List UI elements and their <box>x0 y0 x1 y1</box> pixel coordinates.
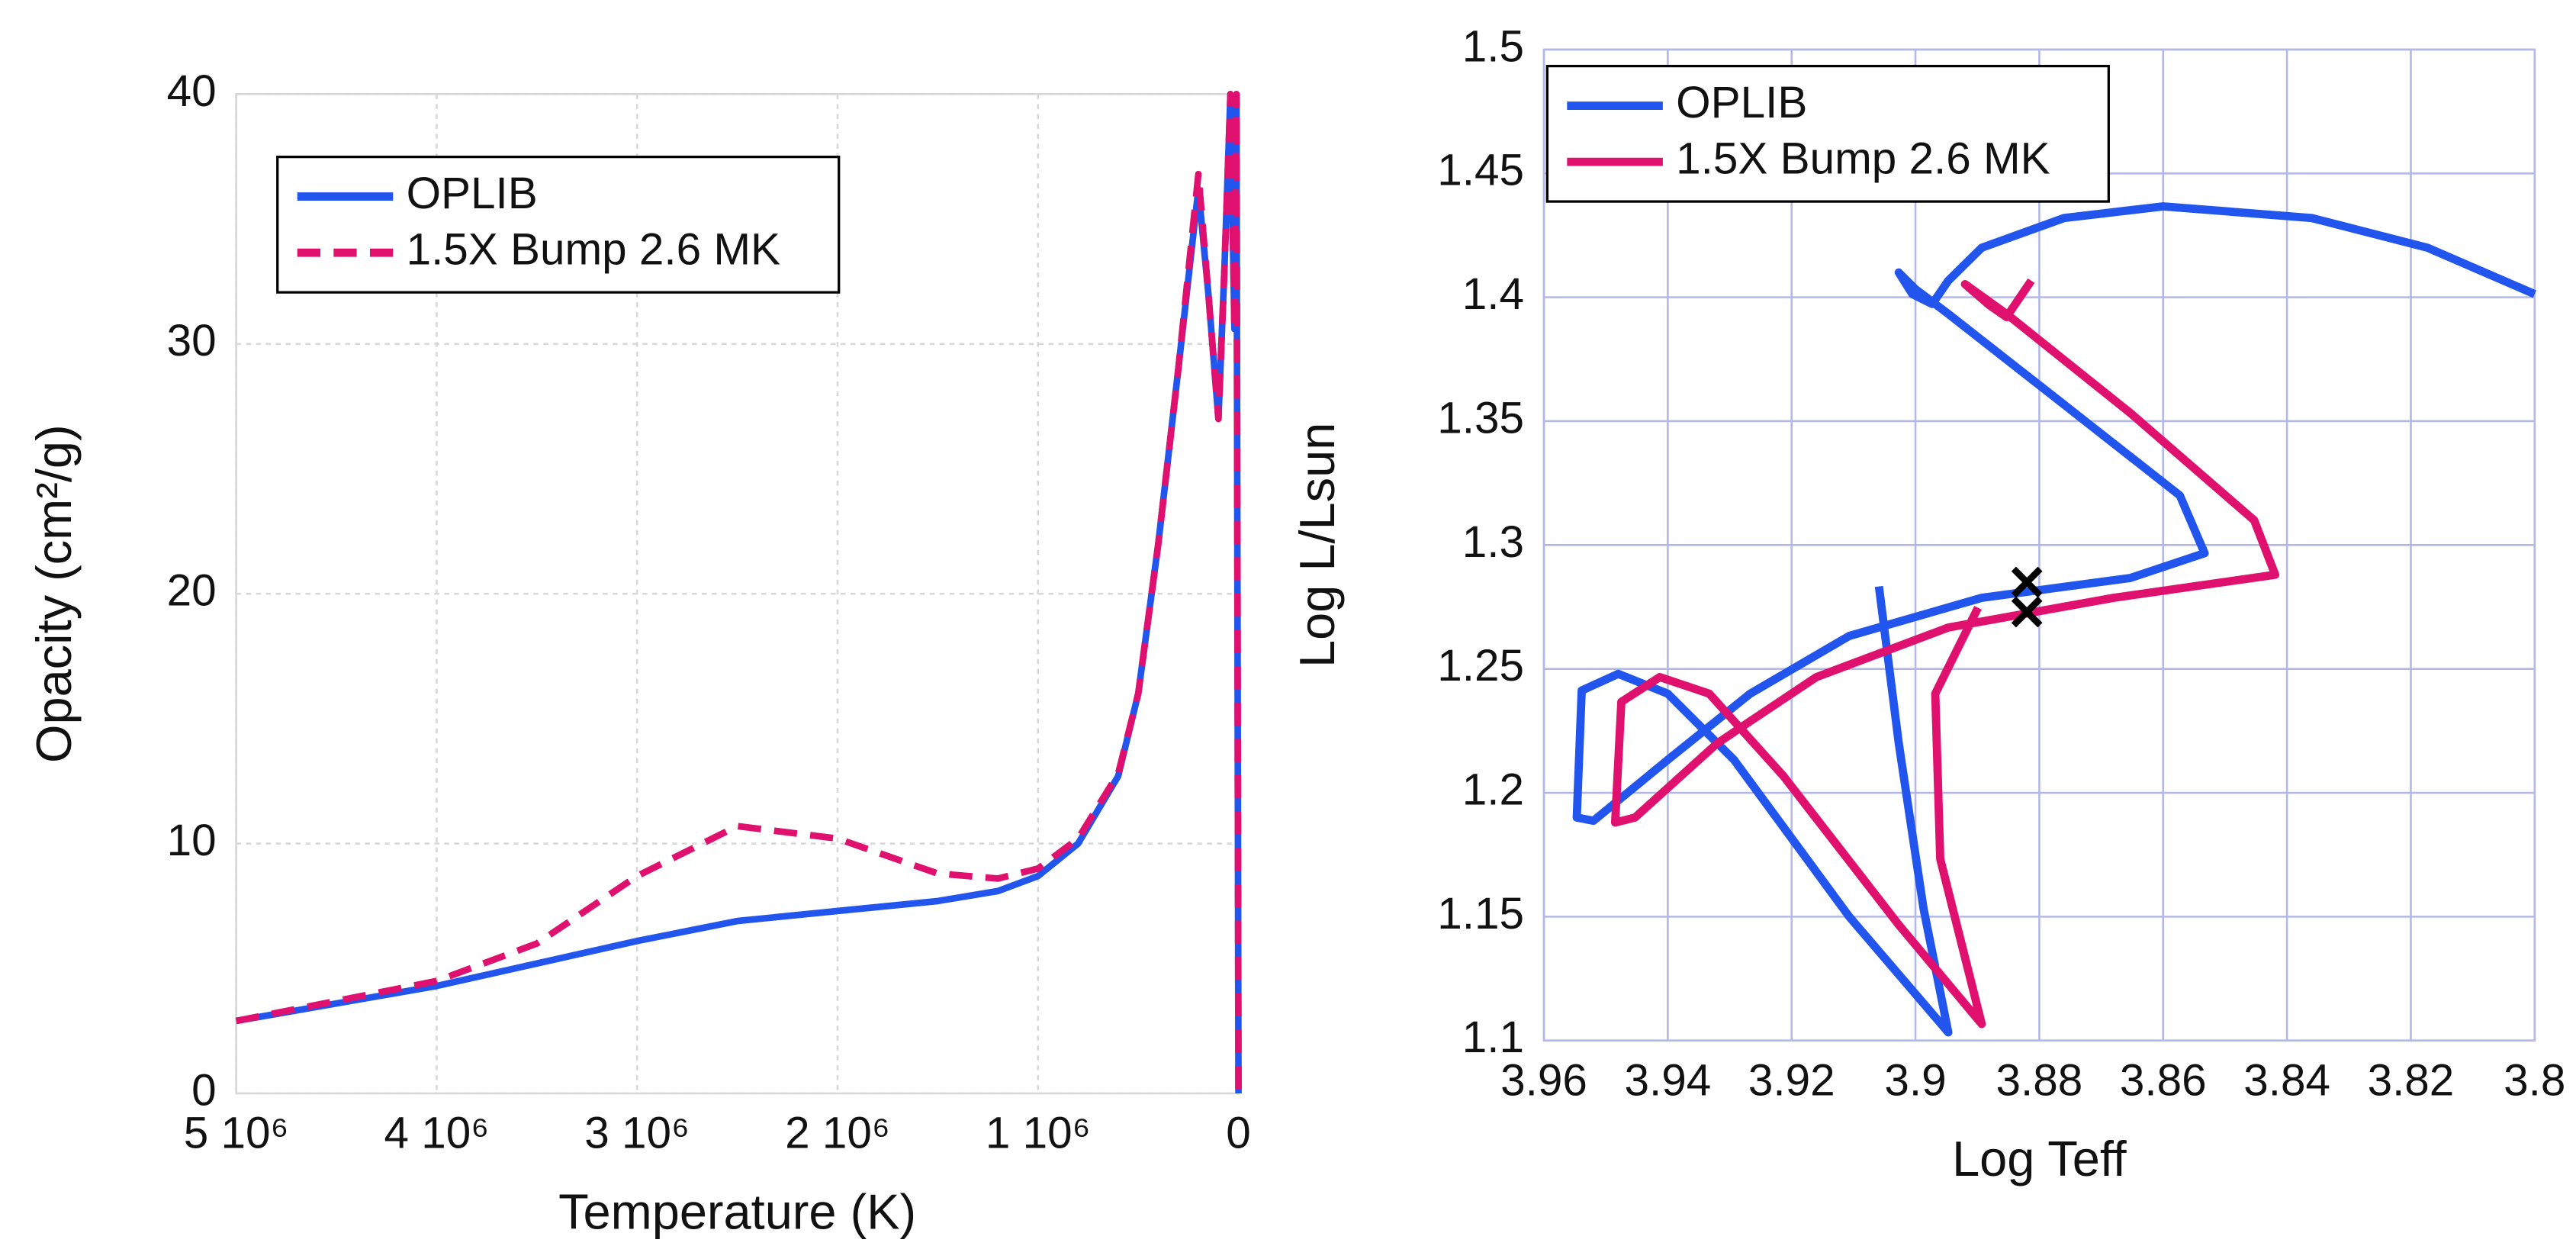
legend-box <box>276 156 841 294</box>
marker <box>2011 596 2043 628</box>
x-tick-label: 2 10⁶ <box>785 1109 890 1158</box>
x-tick-label: 3.82 <box>2368 1055 2455 1105</box>
y-tick-label: 1.35 <box>1437 393 1524 443</box>
x-tick-label: 5 10⁶ <box>184 1109 289 1158</box>
y-axis-title: Log L/Lsun <box>1289 423 1345 668</box>
y-tick-label: 30 <box>167 316 217 365</box>
legend-box <box>1545 64 2110 203</box>
x-tick-label: 3.94 <box>1624 1055 1711 1105</box>
y-tick-label: 10 <box>167 816 217 865</box>
x-tick-label: 3.84 <box>2243 1055 2330 1105</box>
x-tick-label: 3.96 <box>1500 1055 1587 1105</box>
data-line <box>1572 202 2536 1037</box>
y-tick-label: 1.15 <box>1437 889 1524 939</box>
legend-label: 1.5X Bump 2.6 MK <box>407 225 780 275</box>
x-tick-label: 3.8 <box>2504 1055 2565 1105</box>
x-tick-label: 0 <box>1226 1109 1251 1158</box>
y-tick-label: 1.3 <box>1462 517 1524 567</box>
x-axis-title: Log Teff <box>1952 1131 2127 1186</box>
x-axis-title: Temperature (K) <box>558 1183 916 1239</box>
legend-label: 1.5X Bump 2.6 MK <box>1676 134 2050 184</box>
x-tick-label: 4 10⁶ <box>384 1109 490 1158</box>
x-tick-label: 3.9 <box>1884 1055 1946 1105</box>
y-tick-label: 1.2 <box>1462 765 1524 814</box>
data-line <box>235 91 1242 1093</box>
data-line <box>1610 278 2280 1029</box>
y-tick-label: 1.5 <box>1462 21 1524 71</box>
y-tick-label: 20 <box>167 566 217 616</box>
x-tick-label: 3.88 <box>1996 1055 2083 1105</box>
y-tick-label: 1.45 <box>1437 146 1524 195</box>
x-tick-label: 3 10⁶ <box>584 1109 690 1158</box>
y-tick-label: 0 <box>191 1065 217 1115</box>
legend-label: OPLIB <box>1676 78 1807 127</box>
y-tick-label: 1.4 <box>1462 269 1524 319</box>
y-tick-label: 1.1 <box>1462 1013 1524 1062</box>
x-tick-label: 3.92 <box>1748 1055 1835 1105</box>
x-tick-label: 1 10⁶ <box>986 1109 1091 1158</box>
legend-label: OPLIB <box>407 169 538 218</box>
y-axis-title: Opacity (cm²/g) <box>26 424 82 763</box>
marker <box>2011 566 2043 598</box>
y-tick-label: 40 <box>167 66 217 116</box>
plot-frame <box>1542 48 2536 1042</box>
y-tick-label: 1.25 <box>1437 641 1524 691</box>
x-tick-label: 3.86 <box>2120 1055 2207 1105</box>
